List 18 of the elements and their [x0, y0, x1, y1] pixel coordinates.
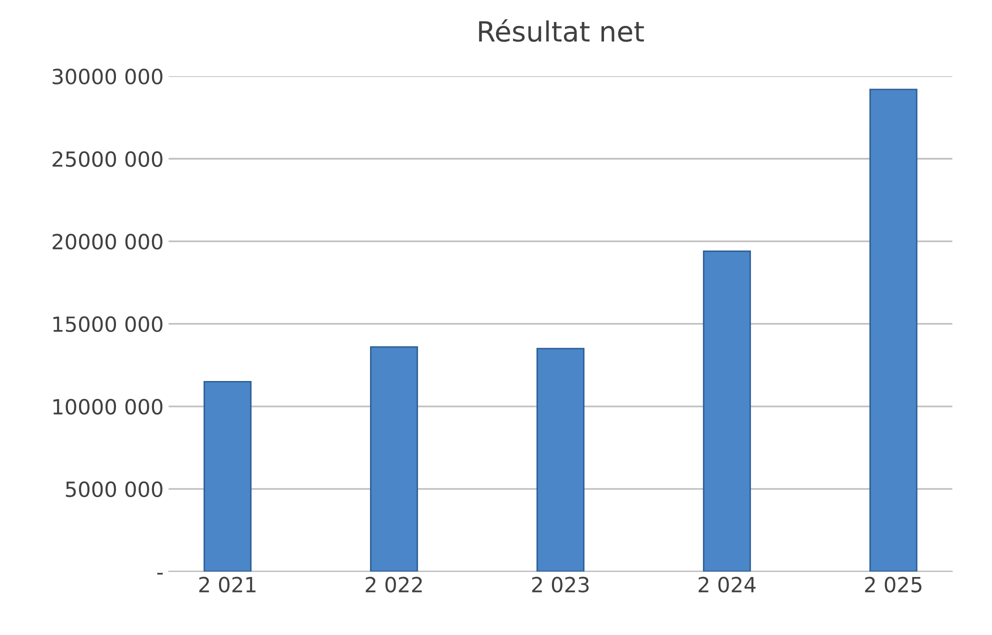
bar — [370, 346, 418, 572]
chart-title: Résultat net — [479, 19, 644, 42]
y-tick-label: 30000 000 — [52, 68, 162, 84]
y-tick-label: 20000 000 — [52, 234, 162, 250]
bar — [536, 348, 584, 572]
y-tick-label: 15000 000 — [53, 316, 162, 332]
bar — [869, 88, 918, 572]
bar — [702, 250, 751, 572]
x-tick-label: 2 022 — [366, 576, 422, 592]
y-tick-label: - — [157, 572, 163, 575]
y-tick-label: 5000 000 — [66, 481, 162, 498]
y-tick-label: 25000 000 — [52, 151, 162, 167]
x-tick-label: 2 023 — [532, 576, 589, 592]
x-tick-label: 2 021 — [199, 576, 256, 592]
bar — [204, 380, 252, 572]
x-tick-label: 2 024 — [698, 576, 756, 592]
x-tick-label: 2 025 — [865, 576, 922, 592]
y-tick-label: 10000 000 — [53, 398, 162, 415]
